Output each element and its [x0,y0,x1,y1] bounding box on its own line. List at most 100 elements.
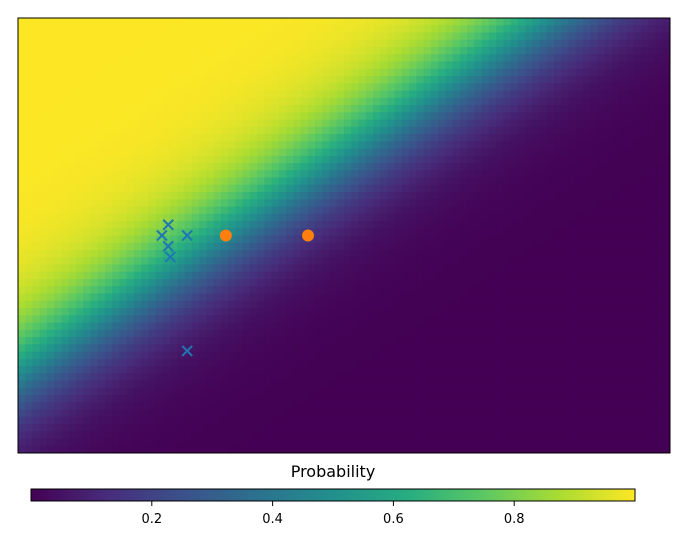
heatmap-cell [597,105,606,113]
heatmap-cell [546,271,555,280]
heatmap-cell [75,395,84,403]
heatmap-cell [416,445,425,453]
heatmap-cell [387,141,396,150]
heatmap-cell [206,97,215,106]
heatmap-cell [104,221,113,229]
heatmap-cell [546,293,555,302]
heatmap-cell [430,329,439,338]
heatmap-cell [278,445,287,453]
heatmap-cell [568,32,577,41]
heatmap-cell [264,373,273,382]
heatmap-cell [133,409,142,418]
heatmap-cell [83,68,92,77]
heatmap-cell [148,199,157,208]
heatmap-cell [104,257,113,266]
heatmap-cell [416,351,425,360]
heatmap-cell [162,329,171,338]
heatmap-cell [68,308,77,316]
heatmap-cell [228,300,236,309]
heatmap-cell [481,344,490,353]
heatmap-cell [300,264,309,273]
heatmap-cell [235,250,244,258]
heatmap-cell [380,192,389,200]
heatmap-cell [539,39,548,48]
heatmap-cell [162,199,171,208]
heatmap-cell [141,68,149,77]
heatmap-cell [481,416,490,425]
heatmap-cell [307,134,316,142]
heatmap-cell [438,170,447,179]
heatmap-cell [358,90,367,99]
heatmap-cell [430,97,439,106]
heatmap-cell [401,395,410,403]
heatmap-cell [90,380,99,389]
heatmap-cell [141,424,149,432]
heatmap-cell [583,373,591,382]
heatmap-cell [590,264,599,273]
heatmap-cell [271,141,280,150]
heatmap-cell [488,293,497,302]
heatmap-cell [177,206,186,215]
heatmap-cell [322,235,331,244]
heatmap-cell [25,206,34,215]
heatmap-cell [148,293,157,302]
heatmap-cell [488,228,497,237]
heatmap-cell [83,358,92,367]
heatmap-cell [590,308,599,316]
heatmap-cell [315,134,323,142]
heatmap-cell [170,395,178,403]
heatmap-cell [322,18,331,26]
heatmap-cell [61,344,70,353]
heatmap-cell [61,366,70,374]
heatmap-cell [467,250,475,258]
heatmap-cell [300,431,309,440]
heatmap-cell [510,206,519,215]
heatmap-cell [416,279,425,287]
heatmap-cell [170,32,178,41]
heatmap-cell [257,32,265,41]
heatmap-cell [126,344,135,353]
heatmap-cell [583,32,591,41]
heatmap-cell [75,409,84,418]
heatmap-cell [517,39,526,48]
heatmap-cell [286,329,294,338]
heatmap-cell [481,47,490,55]
heatmap-cell [191,395,200,403]
heatmap-cell [18,315,26,324]
heatmap-cell [242,329,251,338]
heatmap-cell [430,409,439,418]
heatmap-cell [474,184,483,193]
heatmap-cell [445,315,454,324]
heatmap-cell [18,170,26,179]
heatmap-cell [264,445,273,453]
heatmap-cell [54,90,63,99]
heatmap-cell [554,424,562,432]
heatmap-cell [242,126,251,135]
heatmap-cell [351,18,360,26]
heatmap-cell [206,344,215,353]
heatmap-cell [235,387,244,396]
heatmap-cell [206,366,215,374]
heatmap-cell [488,134,497,142]
heatmap-cell [597,68,606,77]
heatmap-cell [517,206,526,215]
heatmap-cell [199,300,207,309]
heatmap-cell [619,25,628,34]
heatmap-cell [604,213,613,222]
heatmap-cell [372,264,381,273]
heatmap-cell [409,61,418,70]
heatmap-cell [409,250,418,258]
heatmap-cell [307,286,316,295]
heatmap-cell [104,213,113,222]
heatmap-cell [474,380,483,389]
heatmap-cell [104,192,113,200]
heatmap-cell [474,206,483,215]
heatmap-cell [97,242,106,251]
heatmap-cell [32,424,41,432]
heatmap-cell [430,293,439,302]
heatmap-cell [496,126,504,135]
heatmap-cell [322,97,331,106]
heatmap-cell [97,409,106,418]
heatmap-cell [97,279,106,287]
heatmap-cell [322,351,331,360]
